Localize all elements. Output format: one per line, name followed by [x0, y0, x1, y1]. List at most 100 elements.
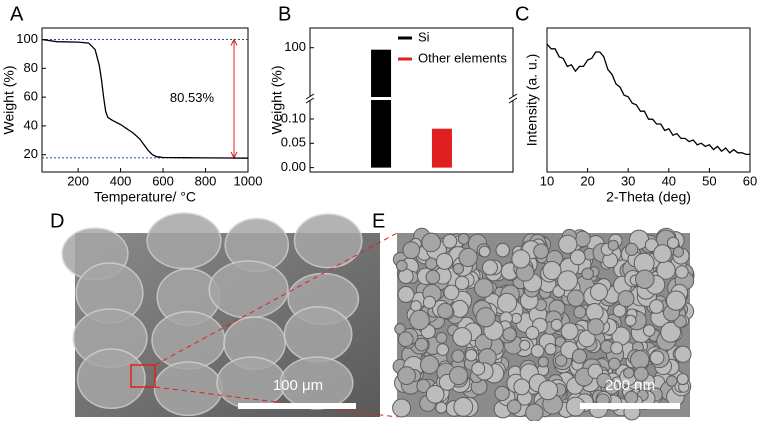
sem-particle [502, 327, 517, 342]
panel-label: A [10, 3, 24, 25]
sem-particle [414, 337, 429, 352]
sem-particle [589, 282, 608, 301]
sem-particle [478, 245, 491, 258]
data-line [546, 43, 750, 156]
scale-label: 100 μm [273, 377, 323, 394]
sem-particle [525, 403, 544, 421]
scale-bar [238, 403, 356, 409]
sem-particle [566, 289, 585, 307]
panel-label: C [515, 3, 529, 25]
sem-particle [397, 286, 415, 303]
axis-break [508, 93, 518, 100]
sem-particle [537, 356, 549, 368]
x-tick-label: 600 [152, 173, 174, 188]
sem-particle [649, 350, 665, 366]
sem-particle [660, 321, 682, 343]
sem-particle [397, 331, 414, 348]
bar [431, 128, 452, 168]
sem-particle [525, 326, 540, 340]
sem-particle [629, 349, 650, 370]
sem-particle [533, 243, 549, 260]
y-tick-label: 20 [24, 146, 38, 161]
sem-image-e [392, 227, 695, 421]
sem-particle [451, 349, 465, 363]
sem-particle [395, 259, 408, 272]
sem-particle [665, 290, 687, 311]
sem-particle [425, 257, 438, 270]
sem-particle [607, 239, 619, 251]
sem-blob [76, 348, 146, 410]
sem-particle [672, 246, 685, 258]
x-tick-label: 10 [540, 173, 554, 188]
panel-label: D [50, 210, 64, 232]
sem-particle [513, 378, 531, 396]
x-tick-label: 200 [67, 173, 89, 188]
axis-break [305, 97, 315, 104]
sem-particle [557, 270, 578, 292]
sem-particle [581, 267, 594, 280]
sem-particle [625, 242, 639, 256]
sem-particle [452, 263, 465, 275]
sem-particle [587, 363, 603, 379]
sem-particle [448, 365, 469, 386]
data-line [41, 38, 249, 159]
sem-blob [283, 306, 353, 363]
sem-blob [208, 260, 289, 319]
sem-blob [146, 212, 222, 270]
x-tick-label: 40 [662, 173, 676, 188]
sem-particle [443, 284, 460, 301]
sem-particle [633, 366, 649, 382]
panel-label: B [278, 3, 291, 25]
y-tick-label: 0.10 [281, 110, 306, 125]
sem-image-d [61, 212, 380, 417]
sem-particle [610, 341, 624, 355]
x-axis-label: Temperature/ °C [94, 189, 196, 205]
x-tick-label: 30 [621, 173, 635, 188]
sem-particle [578, 329, 596, 348]
y-tick-label: 60 [24, 89, 38, 104]
sem-particle [569, 249, 586, 266]
sem-particle [666, 375, 678, 387]
sem-particle [587, 318, 605, 336]
x-tick-label: 50 [702, 173, 716, 188]
sem-particle [642, 324, 656, 337]
bar [371, 49, 392, 97]
sem-particle [475, 307, 496, 328]
axis-break-gap [306, 97, 314, 100]
y-tick-label: 0.05 [281, 135, 306, 150]
sem-particle [425, 269, 441, 285]
sem-particle [402, 241, 421, 260]
sem-particle [675, 265, 689, 279]
sem-particle [624, 314, 637, 327]
sem-particle [425, 385, 445, 404]
scale-bar [580, 403, 680, 409]
x-tick-label: 20 [580, 173, 594, 188]
sem-blob [293, 213, 363, 269]
sem-particle [573, 305, 587, 319]
sem-particle [452, 327, 473, 347]
sem-particle [457, 232, 470, 245]
sem-particle [676, 372, 689, 386]
zoom-box [130, 364, 156, 388]
axis-break [508, 97, 518, 104]
y-axis-label: Weight (%) [269, 66, 285, 135]
x-tick-label: 800 [195, 173, 217, 188]
bar [371, 100, 392, 168]
sem-particle [422, 295, 437, 309]
sem-particle [409, 309, 430, 331]
sem-particle [464, 348, 478, 362]
sem-particle [454, 275, 470, 291]
y-tick-label: 100 [16, 31, 38, 46]
zoom-line [154, 386, 398, 418]
x-axis-label: 2-Theta (deg) [606, 189, 691, 205]
y-tick-label: 40 [24, 117, 38, 132]
sem-particle [635, 269, 655, 289]
sem-particle [617, 290, 635, 308]
sem-particle [495, 242, 510, 258]
sem-particle [544, 342, 557, 356]
sem-particle [571, 348, 588, 364]
sem-particle [542, 261, 562, 281]
sem-particle [554, 354, 568, 367]
sem-particle [612, 303, 627, 318]
